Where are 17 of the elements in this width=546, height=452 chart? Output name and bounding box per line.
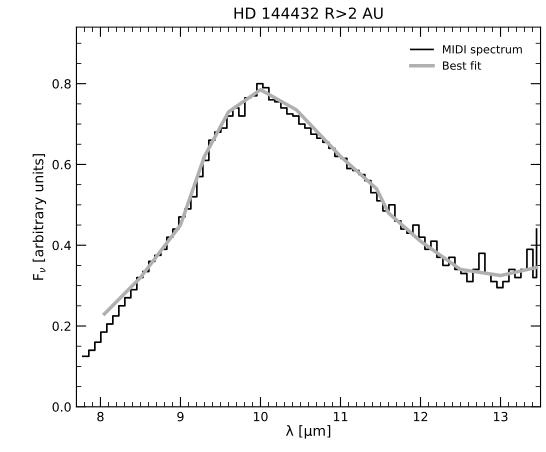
x-tick-label: 13	[494, 412, 508, 422]
y-tick-label: 0.4	[52, 240, 71, 250]
y-tick-label: 0.6	[52, 160, 71, 170]
x-tick-label: 9	[177, 412, 184, 422]
y-tick-label: 0.8	[52, 79, 71, 89]
legend-label: Best fit	[443, 61, 482, 70]
x-tick-label: 10	[254, 412, 268, 422]
x-tick-label: 11	[334, 412, 348, 422]
y-axis-title: F$_{ν}$ [arbitrary units]	[32, 154, 46, 280]
chart-title: HD 144432 R>2 AU	[234, 7, 383, 20]
x-tick-label: 12	[414, 412, 428, 422]
y-tick-label: 0.0	[52, 402, 71, 412]
line-series	[102, 88, 538, 316]
x-tick-label: 8	[97, 412, 104, 422]
x-axis-title: λ [μm]	[286, 425, 330, 439]
legend-label: MIDI spectrum	[443, 45, 522, 56]
y-tick-label: 0.2	[52, 321, 70, 331]
